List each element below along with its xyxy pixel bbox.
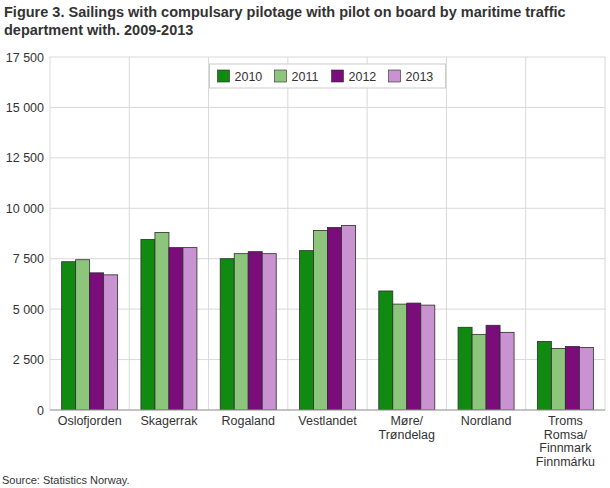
category-label-line: Oslofjorden <box>58 414 122 428</box>
tick-label: 2 500 <box>13 353 44 367</box>
category-label: TromsRomsa/FinnmarkFinnmárku <box>536 414 595 469</box>
legend-label: 2011 <box>292 70 319 84</box>
tick-label: 0 <box>37 404 44 418</box>
grid-line <box>50 410 605 411</box>
bar <box>407 303 421 410</box>
bar <box>169 248 183 410</box>
bar <box>421 305 435 410</box>
legend-swatch <box>332 70 344 82</box>
category-separator <box>208 57 209 410</box>
category-label-line: Møre/ <box>390 414 423 428</box>
bar <box>90 273 104 410</box>
bar <box>500 332 514 410</box>
category-label: Rogaland <box>221 414 275 428</box>
legend-box <box>210 64 446 88</box>
category-separator <box>367 57 368 410</box>
grid-line <box>50 107 605 108</box>
bar <box>76 260 90 410</box>
title: Figure 3. Sailings with compulsary pilot… <box>4 3 604 39</box>
category-label-line: Trøndelag <box>379 428 436 442</box>
bar <box>472 334 486 410</box>
bar <box>141 240 155 410</box>
bar <box>314 230 328 410</box>
bar <box>220 259 234 410</box>
tick-label: 5 000 <box>13 303 44 317</box>
category-label: Skagerrak <box>140 414 198 428</box>
x-axis <box>50 410 605 411</box>
bars <box>62 225 594 410</box>
legend-swatch <box>389 70 401 82</box>
tick-label: 12 500 <box>6 151 44 165</box>
bar <box>183 248 197 410</box>
bar <box>565 346 579 410</box>
tick-label: 7 500 <box>13 252 44 266</box>
tick-label: 17 500 <box>6 51 44 65</box>
legend-swatch <box>275 70 287 82</box>
category-separator <box>129 57 130 410</box>
legend-label: 2012 <box>349 70 377 84</box>
grid-line <box>50 157 605 158</box>
category-label: Vestlandet <box>298 414 357 428</box>
bar <box>248 252 262 410</box>
category-label-line: Finnmark <box>539 441 592 455</box>
category-label-line: Troms <box>548 414 583 428</box>
category-separator <box>287 57 288 410</box>
tick-label: 15 000 <box>6 101 44 115</box>
category-label-line: Vestlandet <box>298 414 357 428</box>
bar <box>393 304 407 410</box>
bar <box>62 262 76 410</box>
category-label-line: Rogaland <box>221 414 275 428</box>
category-label-line: Skagerrak <box>140 414 198 428</box>
category-label-line: Romsa/ <box>544 428 588 442</box>
category-label: Møre/Trøndelag <box>379 414 436 442</box>
bar <box>234 254 248 410</box>
category-separator <box>525 57 526 410</box>
grid-line <box>50 57 605 58</box>
bar <box>537 341 551 410</box>
bar <box>262 254 276 410</box>
tick-label: 10 000 <box>6 202 44 216</box>
chart: 0 2 500 5 000 7 500 10 000 12 500 15 000 17 500… <box>0 0 610 488</box>
bar <box>155 232 169 410</box>
legend-label: 2013 <box>406 70 434 84</box>
legend-label: 2010 <box>235 70 263 84</box>
category-separator <box>50 57 51 410</box>
bar <box>486 325 500 410</box>
category-separator <box>446 57 447 410</box>
legend-swatch <box>218 70 230 82</box>
category-label: Oslofjorden <box>58 414 122 428</box>
bar <box>342 225 356 410</box>
bar <box>579 347 593 410</box>
category-label-line: Finnmárku <box>536 455 595 469</box>
category-label: Nordland <box>461 414 512 428</box>
bar <box>379 291 393 410</box>
bar <box>300 251 314 410</box>
bar <box>328 227 342 410</box>
category-label-line: Nordland <box>461 414 512 428</box>
category-separator <box>605 57 606 410</box>
grid-line <box>50 208 605 209</box>
bar <box>551 348 565 410</box>
source: Source: Statistics Norway. <box>2 474 130 486</box>
plot-area <box>50 57 605 410</box>
bar <box>458 327 472 410</box>
bar <box>104 275 118 410</box>
